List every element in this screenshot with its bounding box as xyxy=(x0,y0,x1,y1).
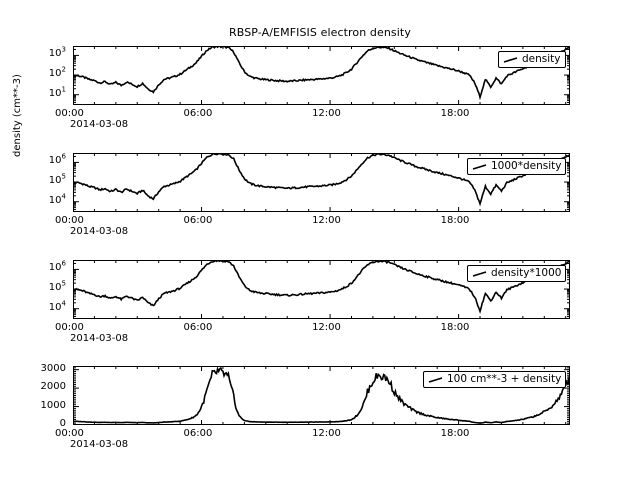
plot-area-1 xyxy=(73,46,570,105)
x-tick-label: 12:00 xyxy=(312,322,341,333)
legend-line-sample-icon xyxy=(472,162,487,170)
x-tick-label: 18:00 xyxy=(440,322,470,333)
legend-label: density*1000 xyxy=(491,267,562,279)
x-tick-label: 18:00 xyxy=(440,108,470,119)
plot-area-3 xyxy=(73,260,570,319)
y-tick-label: 2000 xyxy=(40,381,66,393)
x-tick-label: 12:00 xyxy=(312,428,341,439)
legend-label: 100 cm**-3 + density xyxy=(447,373,562,385)
x-tick-label: 00:00 xyxy=(55,322,84,333)
plot-area-2 xyxy=(73,153,570,212)
legend-panel-1[interactable]: density xyxy=(498,51,566,68)
x-tick-label: 00:00 xyxy=(55,428,84,439)
x-tick-label: 00:00 xyxy=(55,108,84,119)
legend-label: 1000*density xyxy=(491,160,562,172)
x-tick-label: 06:00 xyxy=(183,428,213,439)
plot-panel-4 xyxy=(73,366,570,425)
plot-area-4 xyxy=(73,366,570,425)
page-title: RBSP-A/EMFISIS electron density xyxy=(229,26,411,39)
legend-line-sample-icon xyxy=(428,375,443,383)
y-tick-label: 101 xyxy=(48,85,66,99)
x-axis-date-label: 2014-03-08 xyxy=(70,119,129,130)
data-trace xyxy=(74,261,569,315)
legend-line-sample-icon xyxy=(503,55,518,63)
y-tick-label: 104 xyxy=(48,299,66,313)
y-tick-label: 105 xyxy=(48,172,66,187)
x-tick-label: 12:00 xyxy=(312,108,341,119)
plot-panel-1 xyxy=(73,46,570,105)
x-tick-label: 06:00 xyxy=(183,108,213,119)
x-tick-label: 18:00 xyxy=(440,428,470,439)
x-tick-label: 00:00 xyxy=(55,215,84,226)
x-axis-date-label: 2014-03-08 xyxy=(70,439,129,450)
axes-frame xyxy=(73,46,570,105)
y-tick-label: 103 xyxy=(48,46,66,60)
y-tick-label: 3000 xyxy=(40,362,66,374)
y-tick-label: 106 xyxy=(48,153,66,167)
legend-line-sample-icon xyxy=(472,269,487,277)
legend-panel-4[interactable]: 100 cm**-3 + density xyxy=(423,371,567,388)
y-tick-label: 1000 xyxy=(40,399,66,411)
legend-label: density xyxy=(522,53,561,65)
data-trace xyxy=(74,367,569,424)
y-tick-label: 102 xyxy=(48,65,66,80)
data-trace xyxy=(74,154,569,207)
y-tick-label: 0 xyxy=(59,418,66,429)
x-tick-label: 06:00 xyxy=(183,322,213,333)
data-trace xyxy=(74,47,569,101)
x-axis-date-label: 2014-03-08 xyxy=(70,226,129,237)
plot-panel-3 xyxy=(73,260,570,319)
x-tick-label: 12:00 xyxy=(312,215,341,226)
x-tick-label: 06:00 xyxy=(183,215,213,226)
legend-panel-2[interactable]: 1000*density xyxy=(467,158,567,175)
y-tick-label: 106 xyxy=(48,260,66,274)
x-axis-date-label: 2014-03-08 xyxy=(70,333,129,344)
x-tick-label: 18:00 xyxy=(440,215,470,226)
legend-panel-3[interactable]: density*1000 xyxy=(467,265,567,282)
y-tick-label: 105 xyxy=(48,279,66,294)
plot-panel-2 xyxy=(73,153,570,212)
y-tick-label: 104 xyxy=(48,192,66,206)
y-axis-label: density (cm**-3) xyxy=(12,74,23,157)
